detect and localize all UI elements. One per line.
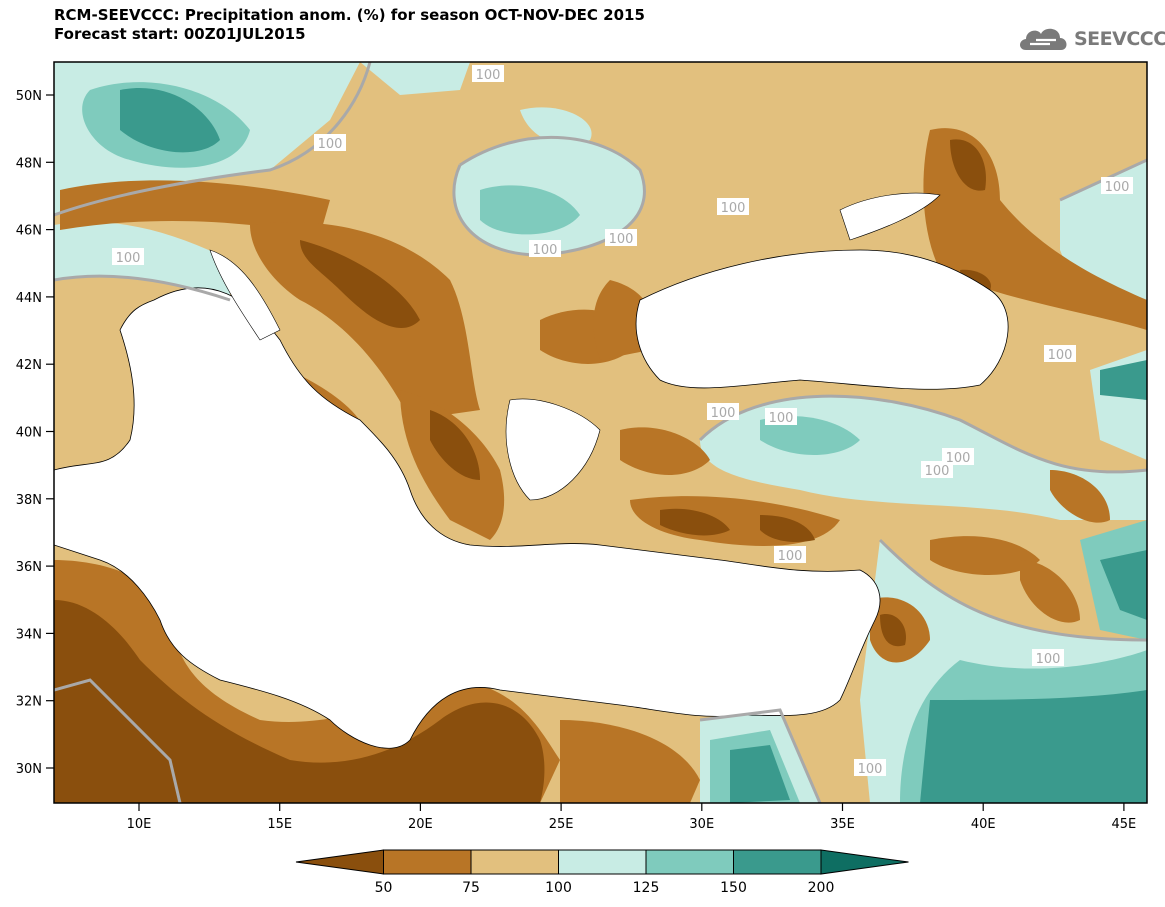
lon-tick-label: 30E [689,817,714,832]
svg-text:100: 100 [769,411,794,426]
svg-text:100: 100 [609,232,634,247]
lon-tick-label: 40E [971,817,996,832]
lat-tick-label: 48N [16,156,42,171]
lat-tick-label: 46N [16,224,42,239]
colorbar-tick-label: 100 [545,880,572,896]
contour-label: 100 [112,248,144,266]
contour-label: 100 [765,408,797,426]
svg-text:100: 100 [721,201,746,216]
lat-tick-label: 32N [16,695,42,710]
svg-text:100: 100 [1048,348,1073,363]
contour-label: 100 [472,65,504,83]
contour-label: 100 [1101,177,1133,195]
lat-tick-label: 38N [16,493,42,508]
colorbar-segment [645,849,734,875]
precipitation-field [54,62,1147,803]
lon-tick-label: 20E [408,817,433,832]
contour-label: 100 [774,546,806,564]
colorbar-tick-label: 150 [720,880,747,896]
lon-tick-label: 45E [1112,817,1137,832]
title-line-2: Forecast start: 00Z01JUL2015 [54,25,306,43]
latitude-axis: 50N 48N 46N 44N 42N 40N 38N 36N 34N 32N 30N [16,89,54,777]
sea-mask [54,192,1009,749]
svg-text:100: 100 [925,464,950,479]
contour-label: 100 [605,229,637,247]
cloud-icon [1020,28,1067,50]
svg-text:100: 100 [858,762,883,777]
lat-tick-label: 34N [16,627,42,642]
contour-label: 100 [1044,345,1076,363]
svg-text:100: 100 [476,68,501,83]
svg-text:100: 100 [778,549,803,564]
colorbar-segment [470,849,559,875]
colorbar: 50 75 100 125 150 200 [295,849,909,896]
lat-tick-label: 30N [16,762,42,777]
svg-text:100: 100 [533,243,558,258]
colorbar-segment [733,849,822,875]
lat-tick-label: 44N [16,291,42,306]
logo-text: SEEVCCC [1074,28,1165,50]
contour-label: 100 [314,134,346,152]
colorbar-tick-label: 75 [462,880,480,896]
map-title: RCM-SEEVCCC: Precipitation anom. (%) for… [54,6,645,44]
colorbar-segment [383,849,472,875]
lat-tick-label: 40N [16,426,42,441]
contour-label: 100 [1032,649,1064,667]
lon-tick-label: 25E [549,817,574,832]
lat-tick-label: 36N [16,560,42,575]
lon-tick-label: 35E [830,817,855,832]
colorbar-tick-label: 125 [633,880,660,896]
colorbar-tick-label: 200 [808,880,835,896]
colorbar-segment [558,849,647,875]
contour-label: 100 [942,448,974,466]
svg-text:100: 100 [116,251,141,266]
map-frame [53,61,1148,804]
svg-text:100: 100 [318,137,343,152]
contour-label: 100 [921,461,953,479]
contour-100-lines [54,62,1147,803]
lon-tick-label: 10E [127,817,152,832]
colorbar-right-triangle [820,849,909,875]
longitude-axis: 10E 15E 20E 25E 30E 35E 40E 45E [127,803,1137,832]
svg-text:100: 100 [1105,180,1130,195]
contour-label: 100 [717,198,749,216]
colorbar-tick-label: 50 [375,880,393,896]
svg-text:100: 100 [711,406,736,421]
lat-tick-label: 42N [16,358,42,373]
title-line-1: RCM-SEEVCCC: Precipitation anom. (%) for… [54,6,645,24]
svg-text:100: 100 [946,451,971,466]
seevccc-logo: SEEVCCC [1016,22,1165,58]
lon-tick-label: 15E [267,817,292,832]
contour-label: 100 [707,403,739,421]
contour-label: 100 [529,240,561,258]
svg-text:100: 100 [1036,652,1061,667]
colorbar-left-triangle [295,849,384,875]
contour-label: 100 [854,759,886,777]
lat-tick-label: 50N [16,89,42,104]
